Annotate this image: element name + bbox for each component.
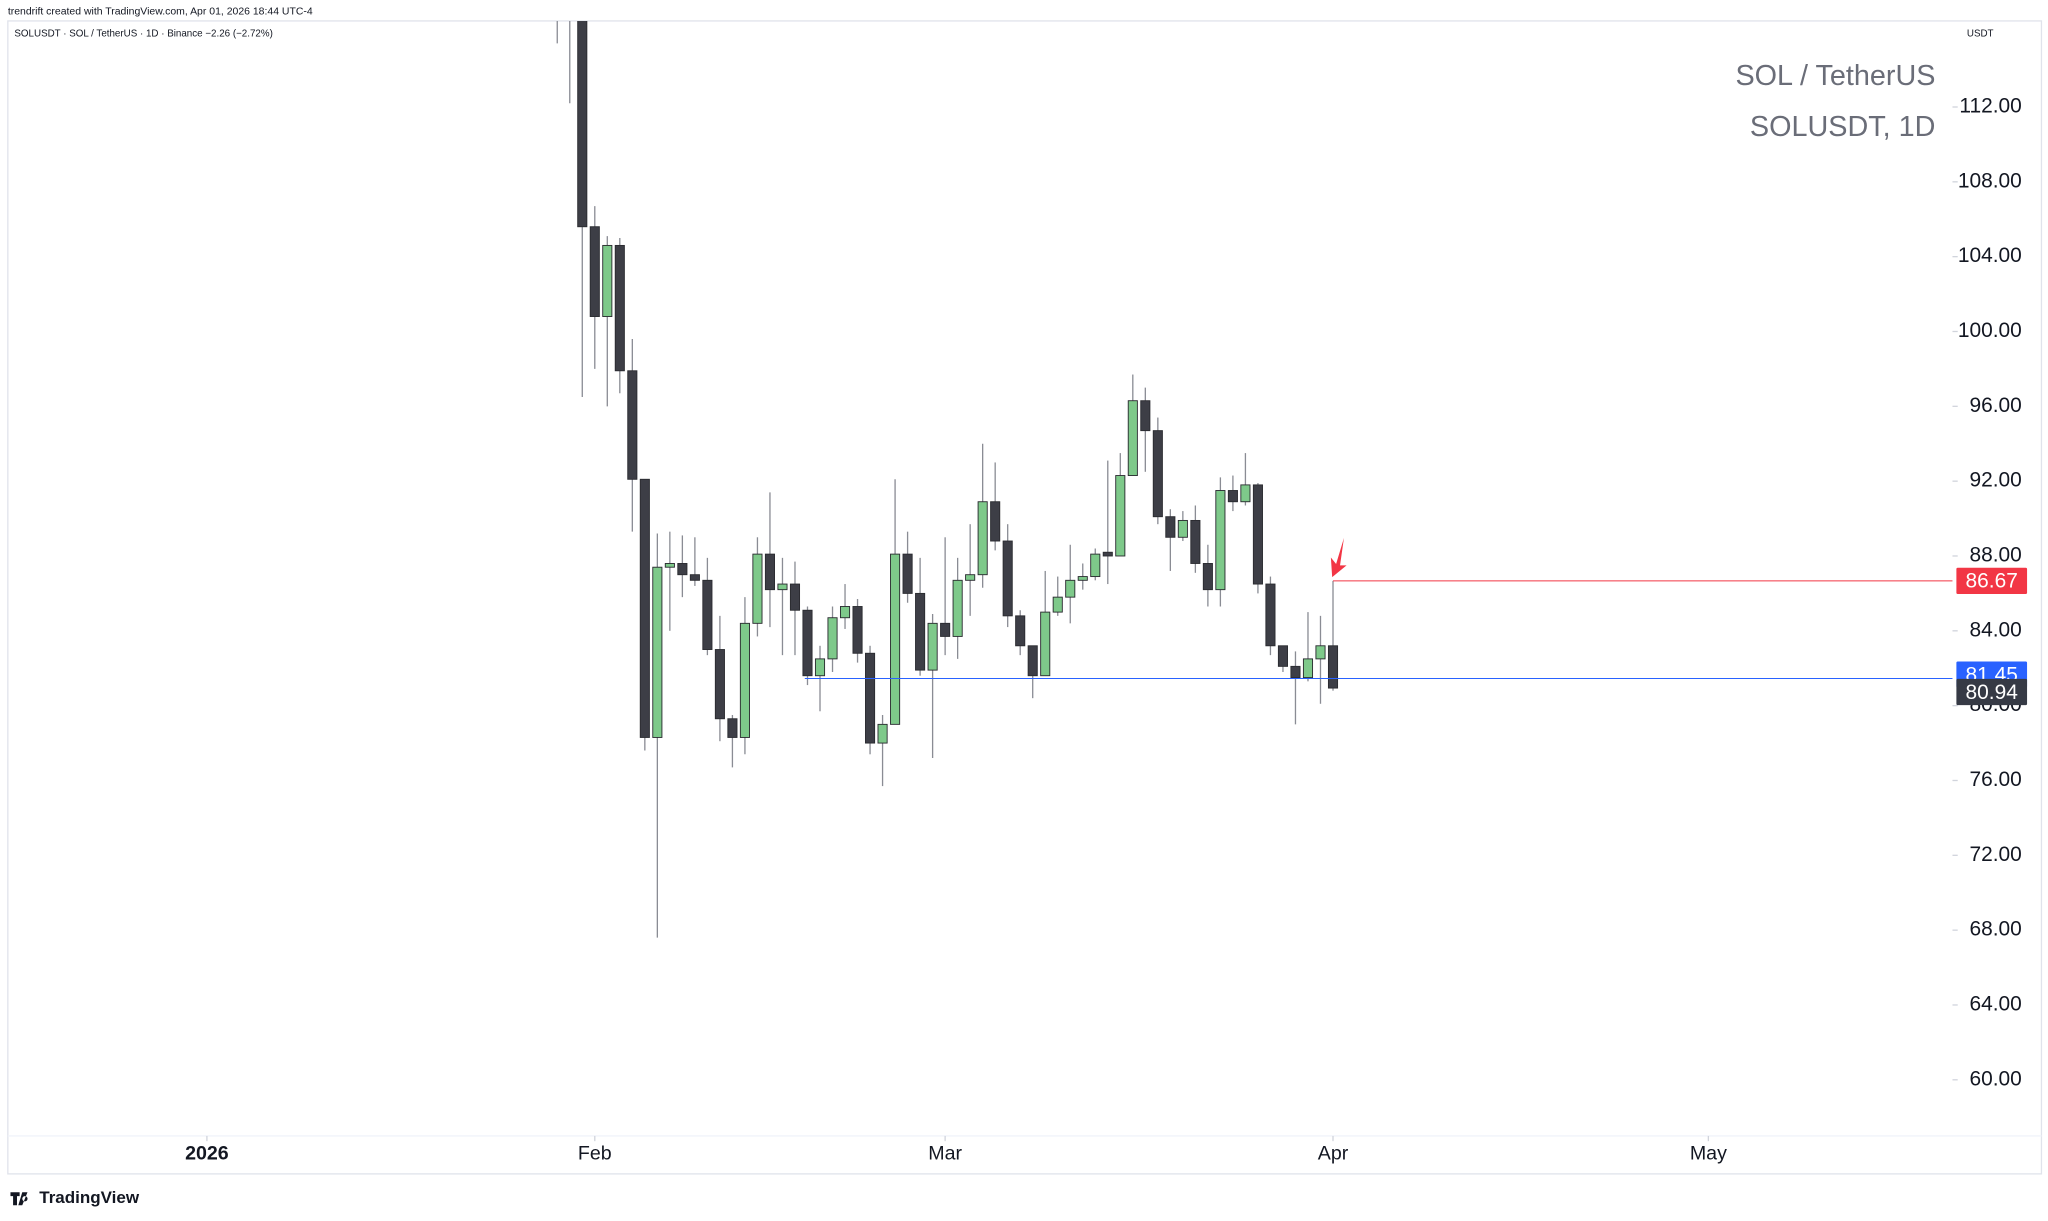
- candle-body: [890, 553, 901, 725]
- x-tick-label: Apr: [1318, 1142, 1349, 1164]
- candle-body: [664, 563, 675, 568]
- last-price-label: 80.94: [1966, 681, 2019, 704]
- candle-body: [1052, 596, 1063, 613]
- candle-body: [702, 579, 713, 650]
- watermark-subtitle: SOLUSDT, 1D: [1750, 111, 1936, 143]
- candle-body: [1215, 490, 1226, 591]
- y-tick-label: 112.00: [1959, 95, 2021, 118]
- candle-body: [689, 574, 700, 581]
- currency: USDT: [1967, 29, 1994, 40]
- last-price-label-box: [1956, 678, 2028, 706]
- candle-body: [1315, 645, 1326, 660]
- watermark-title: SOL / TetherUS: [1735, 60, 1935, 92]
- candle-body: [789, 583, 801, 611]
- y-tick-label: 104.00: [1958, 244, 2022, 267]
- candle-body: [865, 652, 876, 744]
- y-tick-label: 64.00: [1969, 993, 2021, 1016]
- candle-body: [839, 606, 851, 619]
- candle-body: [952, 579, 963, 637]
- candle-body: [1227, 490, 1238, 503]
- candle-body: [1090, 553, 1101, 578]
- candle-body: [1002, 540, 1013, 617]
- candle-body: [990, 501, 1001, 542]
- y-tick-label: 100.00: [1958, 319, 2022, 342]
- y-tick-label: 108.00: [1958, 169, 2022, 192]
- x-tick-label: 2026: [185, 1142, 229, 1164]
- candle-body: [1202, 563, 1213, 591]
- candle-body: [902, 553, 913, 594]
- brand-logo: TradingView: [10, 1188, 140, 1207]
- candle-body: [1140, 400, 1151, 432]
- candle-body: [1240, 484, 1251, 503]
- candle-body: [1165, 516, 1176, 538]
- candle-body: [1152, 430, 1163, 518]
- brand: TradingView: [39, 1188, 140, 1207]
- candle-body: [1102, 551, 1113, 557]
- y-tick-label: 68.00: [1969, 918, 2021, 941]
- y-tick-label: 72.00: [1969, 843, 2021, 866]
- credit: trendrift created with TradingView.com, …: [8, 7, 313, 18]
- plot: [556, 20, 1339, 938]
- candle-body: [1190, 519, 1201, 564]
- y-tick-label: 88.00: [1969, 544, 2021, 567]
- arrow-annotation: [1330, 537, 1347, 578]
- y-tick-label: 96.00: [1969, 394, 2021, 417]
- candle-body: [1027, 645, 1038, 677]
- candle-body: [814, 658, 826, 677]
- candle-body: [614, 244, 625, 372]
- candle-body: [1290, 665, 1301, 679]
- candle-body: [1327, 645, 1339, 689]
- candle-body: [1177, 519, 1188, 538]
- candle-body: [577, 20, 588, 228]
- candle-body: [652, 566, 663, 738]
- candle-body: [1252, 484, 1263, 585]
- price-line-label: 86.67: [1966, 570, 2018, 593]
- x-tick-label: Feb: [578, 1142, 612, 1164]
- candle-body: [639, 478, 650, 738]
- x-tick-label: May: [1690, 1142, 1727, 1164]
- symbol-info: SOLUSDT · SOL / TetherUS · 1D · Binance …: [14, 29, 272, 40]
- candle-body: [977, 501, 988, 576]
- candle-body: [915, 592, 926, 671]
- candle-body: [602, 244, 613, 317]
- candle-body: [714, 649, 725, 720]
- candle-body: [1302, 658, 1314, 679]
- candle-body: [802, 609, 813, 677]
- candle-body: [1277, 645, 1288, 667]
- y-tick-label: 92.00: [1969, 469, 2021, 492]
- candle-body: [727, 718, 738, 738]
- candle-body: [940, 622, 951, 637]
- candle-body: [1127, 400, 1138, 477]
- candle-body: [1077, 576, 1088, 581]
- candle-body: [777, 583, 788, 591]
- candle-body: [752, 553, 763, 624]
- candle-body: [1115, 475, 1126, 557]
- candle-body: [1065, 579, 1076, 598]
- candle-body: [677, 563, 688, 576]
- candle-body: [739, 622, 750, 738]
- candle-body: [965, 574, 976, 581]
- candle-body: [1015, 615, 1026, 647]
- candle-body: [627, 370, 638, 480]
- candle-body: [852, 606, 863, 654]
- candle-body: [927, 622, 938, 671]
- candle-body: [764, 553, 775, 591]
- x-tick-label: Mar: [928, 1142, 962, 1164]
- candle-body: [877, 723, 888, 744]
- y-tick-label: 76.00: [1969, 768, 2021, 791]
- y-tick-label: 60.00: [1969, 1067, 2021, 1090]
- y-tick-label: 84.00: [1969, 618, 2021, 641]
- candle-body: [827, 617, 838, 660]
- candle-body: [1265, 583, 1276, 647]
- candle-body: [589, 226, 600, 317]
- candle-body: [1040, 611, 1051, 677]
- frame: [7, 20, 2043, 1175]
- price-line-label-box: [1956, 567, 2028, 594]
